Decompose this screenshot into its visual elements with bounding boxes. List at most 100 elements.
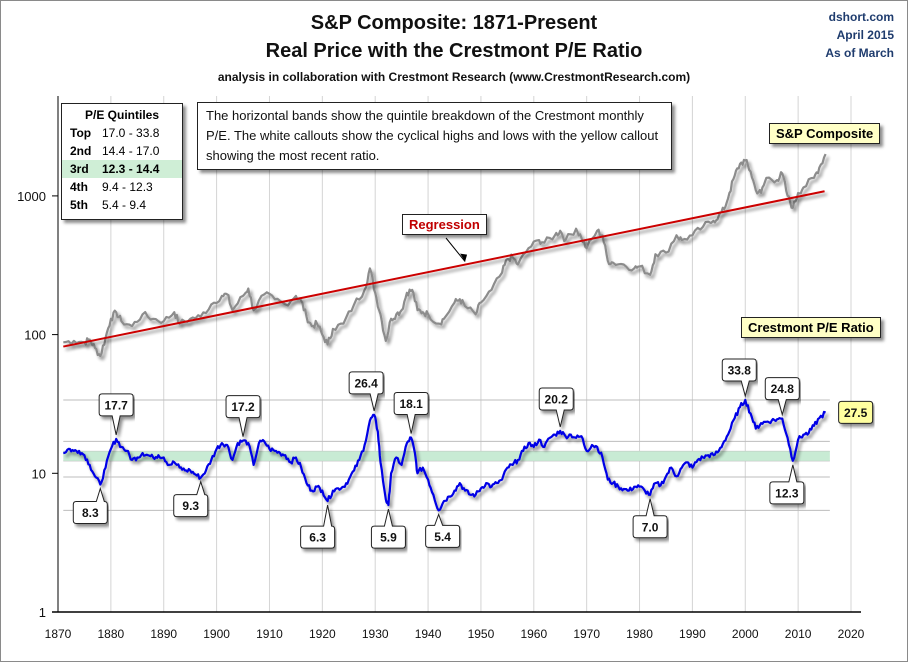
callout-label: 20.2 [545,392,569,406]
regression-line [63,190,825,348]
callout-box [632,498,668,539]
callout-high [764,377,800,417]
callout-label: 18.1 [399,397,423,411]
callout-label: 5.9 [380,531,397,545]
callout-high [721,358,757,398]
y-tick-label: 1 [39,605,46,620]
callout-box [98,393,134,436]
quintile-range: 17.0 - 33.8 [102,126,160,140]
quintile-key: 2nd [70,144,92,158]
quintile-row: 4th 9.4 - 12.3 [62,178,182,196]
callout-label: 24.8 [771,382,795,396]
regression-arrow [445,237,466,262]
callout-low [425,512,461,548]
quintile-key: Top [70,126,92,140]
chart-subtitle: Real Price with the Crestmont P/E Ratio [265,40,643,62]
callout-low [769,464,805,505]
callout-low [173,479,209,518]
quintile-row: 2nd 14.4 - 17.0 [62,142,182,160]
x-tick-label: 1990 [679,627,706,641]
callout-low [72,486,108,525]
x-tick-label: 1970 [573,627,600,641]
callout-box [721,358,757,398]
x-tick-label: 2000 [732,627,759,641]
callout-box [769,464,805,505]
regression-label: Regression [402,214,487,235]
pe-highlight-band [63,451,830,461]
callout-label: 8.3 [82,506,99,520]
callout-box [370,508,406,549]
quintile-range: 12.3 - 14.4 [102,162,160,176]
callout-high [225,395,261,437]
x-tick-label: 1920 [309,627,336,641]
quintile-range: 14.4 - 17.0 [102,144,160,158]
pe-band-layer [63,451,830,461]
callouts: 17.7 8.3 17.2 9.3 26.4 6.3 5.9 18.1 5.4 20.2 7.0 33… [72,237,874,549]
x-tick-label: 2020 [838,627,865,641]
callout-label: 33.8 [728,363,752,377]
callout-low [370,508,406,549]
grid [63,96,852,612]
axes: 1 10 100 1000 1870 1880 1890 1900 1910 1920 1930 19… [17,96,865,641]
callout-box [838,400,874,424]
quintile-key: 3rd [70,162,89,176]
callout-high [538,387,574,428]
x-tick-label: 1880 [98,627,125,641]
callout-high [393,392,429,434]
callout-recent [838,400,874,424]
callout-box [225,395,261,437]
callout-label: 7.0 [642,520,659,534]
callout-low [632,498,668,539]
source-label: dshort.com [828,10,894,24]
quintile-key: 4th [70,180,88,194]
quintile-row: Top 17.0 - 33.8 [62,124,182,142]
quintile-row: 3rd 12.3 - 14.4 [62,160,182,178]
callout-high [348,371,384,411]
callout-box [764,377,800,417]
callout-label: 17.7 [104,398,128,412]
quintile-key: 5th [70,198,88,212]
callout-box [538,387,574,428]
callout-box [425,512,461,548]
as-of-label: As of March [825,46,894,60]
quintiles-legend: P/E Quintiles Top 17.0 - 33.8 2nd 14.4 - 17… [61,103,183,220]
quintile-range: 5.4 - 9.4 [102,198,147,212]
x-tick-label: 2010 [785,627,812,641]
sp-composite-label: S&P Composite [769,123,881,144]
x-tick-label: 1930 [362,627,389,641]
date-label: April 2015 [836,28,894,42]
x-tick-label: 1940 [415,627,442,641]
callout-box [348,371,384,411]
pe-ratio-line [63,398,826,512]
callout-box [300,505,336,549]
callout-high [98,393,134,436]
y-tick-label: 1000 [17,189,46,204]
x-tick-label: 1980 [626,627,653,641]
callout-box [173,479,209,518]
x-tick-label: 1950 [468,627,495,641]
explanation-note: The horizontal bands show the quintile b… [197,102,672,170]
callout-box [72,486,108,525]
y-tick-label: 10 [32,466,46,481]
callout-label: 6.3 [309,531,326,545]
chart-credit: analysis in collaboration with Crestmont… [217,70,691,84]
y-tick-label: 100 [24,328,46,343]
chart-title: S&P Composite: 1871-Present [310,12,598,34]
series-layer [63,153,827,512]
callout-label: 26.4 [354,376,378,390]
x-tick-label: 1870 [45,627,72,641]
callout-label: 5.4 [434,530,451,544]
quintiles-title: P/E Quintiles [84,108,159,122]
x-tick-label: 1890 [150,627,177,641]
quintile-row: 5th 5.4 - 9.4 [62,196,182,214]
callout-label: 12.3 [775,486,799,500]
regression-arrowhead [460,253,468,262]
x-tick-label: 1910 [256,627,283,641]
callout-low [300,505,336,549]
callout-box [393,392,429,434]
x-tick-label: 1900 [203,627,230,641]
callout-label: 9.3 [182,499,199,513]
pe-ratio-label: Crestmont P/E Ratio [741,317,881,338]
callout-label: 27.5 [844,406,868,420]
